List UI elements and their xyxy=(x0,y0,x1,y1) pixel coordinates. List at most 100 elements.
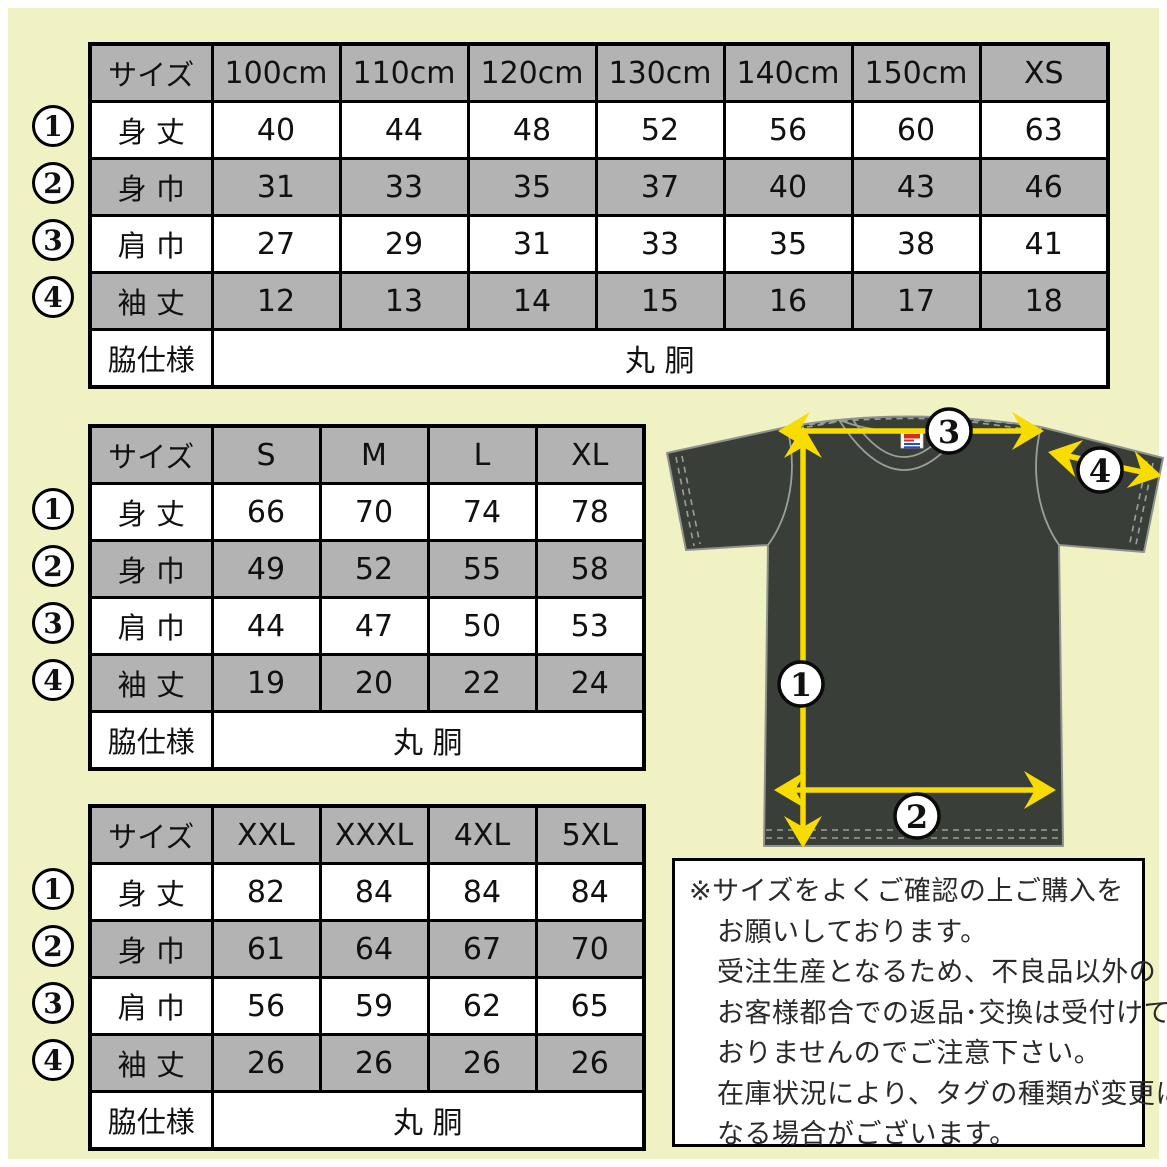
measure-row-label: 身 丈 xyxy=(88,862,214,922)
measure-row-label: 身 丈 xyxy=(88,100,214,160)
row-number-badge: 1 xyxy=(32,488,74,530)
size-value-cell: 56 xyxy=(210,976,322,1036)
size-value-cell: 46 xyxy=(978,157,1110,217)
size-value-cell: 56 xyxy=(722,100,854,160)
diagram-circle-1: 1 xyxy=(790,666,812,704)
size-value-cell: 38 xyxy=(850,214,982,274)
size-column-header: 5XL xyxy=(534,804,646,865)
size-value-cell: 52 xyxy=(318,539,430,599)
size-value-cell: 78 xyxy=(534,482,646,542)
size-value-cell: 31 xyxy=(210,157,342,217)
size-value-cell: 43 xyxy=(850,157,982,217)
measure-row-label: 袖 丈 xyxy=(88,271,214,331)
size-value-cell: 18 xyxy=(978,271,1110,331)
size-value-cell: 13 xyxy=(338,271,470,331)
side-spec-label: 脇仕様 xyxy=(88,328,214,389)
row-number-badge: 2 xyxy=(32,162,74,204)
size-value-cell: 61 xyxy=(210,919,322,979)
side-spec-value: 丸 胴 xyxy=(210,710,646,771)
size-column-header: 130cm xyxy=(594,42,726,103)
arrowheads xyxy=(774,412,1162,848)
size-value-cell: 27 xyxy=(210,214,342,274)
adult-size-table: サイズ S M L XL 身 丈 66 70 74 78 身 巾 49 52 55 58 肩 巾 44 47 50 5… xyxy=(88,424,646,771)
side-spec-value: 丸 胴 xyxy=(210,1090,646,1151)
diagram-number-circles: 3 4 1 2 xyxy=(777,407,1124,840)
size-column-header: XS xyxy=(978,42,1110,103)
size-value-cell: 82 xyxy=(210,862,322,922)
size-value-cell: 47 xyxy=(318,596,430,656)
size-value-cell: 26 xyxy=(534,1033,646,1093)
row-number-badge: 2 xyxy=(32,545,74,587)
row-number-badge: 3 xyxy=(32,602,74,644)
size-value-cell: 14 xyxy=(466,271,598,331)
side-spec-label: 脇仕様 xyxy=(88,1090,214,1151)
row-number-badge: 2 xyxy=(32,925,74,967)
size-column-header: M xyxy=(318,424,430,485)
size-value-cell: 50 xyxy=(426,596,538,656)
size-value-cell: 60 xyxy=(850,100,982,160)
size-value-cell: 20 xyxy=(318,653,430,713)
size-column-header: XXXL xyxy=(318,804,430,865)
size-value-cell: 26 xyxy=(318,1033,430,1093)
size-value-cell: 66 xyxy=(210,482,322,542)
size-value-cell: 84 xyxy=(426,862,538,922)
row-number-badge: 1 xyxy=(32,868,74,910)
size-value-cell: 22 xyxy=(426,653,538,713)
size-column-header: 110cm xyxy=(338,42,470,103)
size-value-cell: 55 xyxy=(426,539,538,599)
notice-line: おりませんのでご注意下さい。 xyxy=(717,1038,1102,1069)
size-value-cell: 53 xyxy=(534,596,646,656)
purchase-notice-box: ※サイズをよくご確認の上ご購入を お願いしております。 受注生産となるため、不良品以… xyxy=(672,858,1167,1150)
measure-row-label: 身 巾 xyxy=(88,919,214,979)
size-value-cell: 33 xyxy=(338,157,470,217)
size-value-cell: 15 xyxy=(594,271,726,331)
size-value-cell: 31 xyxy=(466,214,598,274)
size-header-label: サイズ xyxy=(88,424,214,485)
measure-row-label: 肩 巾 xyxy=(88,596,214,656)
size-value-cell: 64 xyxy=(318,919,430,979)
size-column-header: 100cm xyxy=(210,42,342,103)
size-column-header: XXL xyxy=(210,804,322,865)
plus-size-table: サイズ XXL XXXL 4XL 5XL 身 丈 82 84 84 84 身 巾 61 64 67 70 肩 … xyxy=(88,804,646,1151)
size-value-cell: 35 xyxy=(466,157,598,217)
size-value-cell: 59 xyxy=(318,976,430,1036)
size-value-cell: 19 xyxy=(210,653,322,713)
notice-line: なる場合がございます。 xyxy=(717,1119,1017,1150)
notice-line: お客様都合での返品･交換は受付けて xyxy=(717,997,1167,1029)
measure-row-label: 袖 丈 xyxy=(88,653,214,713)
measure-row-label: 身 巾 xyxy=(88,157,214,217)
row-number-badge: 3 xyxy=(32,982,74,1024)
notice-line: 在庫状況により、タグの種類が変更に xyxy=(717,1078,1167,1110)
size-value-cell: 70 xyxy=(534,919,646,979)
notice-line: 受注生産となるため、不良品以外の xyxy=(717,957,1157,988)
size-value-cell: 84 xyxy=(534,862,646,922)
neck-label-tag-icon xyxy=(900,430,924,449)
row-number-badge: 3 xyxy=(32,219,74,261)
size-column-header: S xyxy=(210,424,322,485)
diagram-circle-3: 3 xyxy=(938,413,960,451)
size-value-cell: 41 xyxy=(978,214,1110,274)
size-value-cell: 65 xyxy=(534,976,646,1036)
size-value-cell: 40 xyxy=(722,157,854,217)
size-value-cell: 49 xyxy=(210,539,322,599)
size-column-header: 140cm xyxy=(722,42,854,103)
size-value-cell: 40 xyxy=(210,100,342,160)
size-value-cell: 37 xyxy=(594,157,726,217)
notice-line: お願いしております。 xyxy=(717,916,988,948)
kids-size-table: サイズ 100cm 110cm 120cm 130cm 140cm 150cm XS 身 丈 40… xyxy=(88,42,1110,389)
size-value-cell: 62 xyxy=(426,976,538,1036)
size-column-header: 120cm xyxy=(466,42,598,103)
diagram-circle-2: 2 xyxy=(906,798,928,836)
measure-row-label: 身 巾 xyxy=(88,539,214,599)
diagram-circle-4: 4 xyxy=(1089,452,1111,490)
size-value-cell: 44 xyxy=(338,100,470,160)
size-value-cell: 35 xyxy=(722,214,854,274)
measure-row-label: 身 丈 xyxy=(88,482,214,542)
row-number-badge: 1 xyxy=(32,105,74,147)
size-column-header: XL xyxy=(534,424,646,485)
size-value-cell: 48 xyxy=(466,100,598,160)
side-spec-value: 丸 胴 xyxy=(210,328,1110,389)
measure-row-label: 肩 巾 xyxy=(88,976,214,1036)
size-value-cell: 33 xyxy=(594,214,726,274)
size-value-cell: 12 xyxy=(210,271,342,331)
